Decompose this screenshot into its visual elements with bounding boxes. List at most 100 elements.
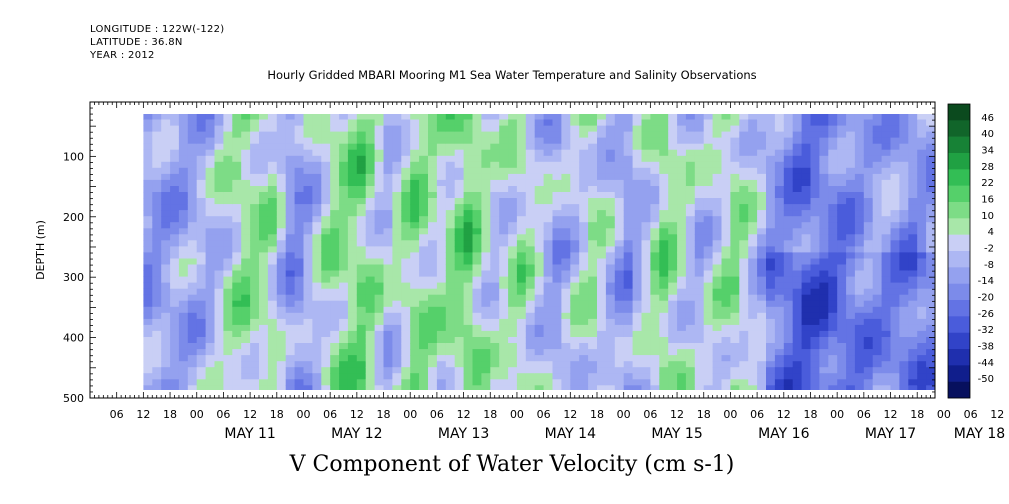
heatmap-cell (881, 119, 891, 126)
heatmap-cell (445, 282, 456, 290)
heatmap-cell (543, 234, 553, 241)
heatmap-cell (223, 330, 233, 338)
heatmap-cell (152, 131, 162, 139)
heatmap-cell (481, 155, 491, 163)
heatmap-cell (383, 312, 393, 320)
heatmap-cell (623, 240, 634, 247)
heatmap-cell (872, 276, 883, 284)
heatmap-cell (508, 228, 518, 235)
heatmap-cell (303, 379, 313, 386)
heatmap-cell (792, 240, 803, 247)
heatmap-cell (454, 318, 465, 326)
heatmap-cell (436, 125, 447, 133)
x-hour-label: 18 (483, 408, 497, 421)
heatmap-cell (543, 318, 553, 326)
heatmap-cell (579, 379, 589, 386)
heatmap-cell (143, 318, 153, 326)
heatmap-cell (463, 114, 473, 120)
heatmap-cell (774, 137, 785, 145)
heatmap-cell (250, 343, 260, 350)
heatmap-cell (828, 300, 838, 308)
heatmap-cell (757, 210, 767, 217)
heatmap-cell (899, 107, 908, 114)
heatmap-cell (267, 312, 278, 320)
heatmap-cell (810, 270, 820, 277)
heatmap-cell (641, 373, 651, 380)
heatmap-cell (205, 186, 215, 193)
heatmap-cell (339, 131, 349, 139)
heatmap-cell (552, 246, 562, 253)
heatmap-cell (481, 306, 491, 314)
heatmap-cell (819, 282, 829, 290)
heatmap-cell (392, 179, 402, 187)
heatmap-cell (178, 222, 189, 229)
heatmap-cell (170, 349, 180, 356)
heatmap-cell (330, 125, 340, 133)
heatmap-cell (846, 276, 856, 284)
heatmap-cell (748, 367, 758, 374)
heatmap-cell (143, 143, 153, 151)
heatmap-cell (152, 107, 161, 114)
heatmap-cell (854, 312, 865, 320)
heatmap-cell (792, 264, 803, 271)
colorbar-swatch (948, 251, 970, 268)
heatmap-cell (241, 282, 251, 290)
heatmap-cell (463, 355, 473, 362)
heatmap-cell (872, 204, 883, 211)
heatmap-cell (392, 288, 402, 296)
heatmap-cell (223, 276, 233, 284)
heatmap-cell (339, 234, 349, 241)
heatmap-cell (516, 228, 527, 235)
heatmap-cell (739, 294, 749, 302)
heatmap-cell (410, 330, 420, 338)
heatmap-cell (375, 107, 384, 114)
heatmap-cell (463, 161, 473, 169)
heatmap-cell (766, 198, 776, 205)
heatmap-cell (579, 337, 589, 344)
heatmap-cell (152, 288, 162, 296)
heatmap-cell (730, 167, 740, 175)
heatmap-cell (792, 204, 803, 211)
heatmap-cell (303, 228, 313, 235)
heatmap-cell (863, 198, 874, 205)
heatmap-cell (899, 367, 909, 374)
heatmap-cell (614, 119, 625, 126)
heatmap-cell (436, 258, 447, 265)
heatmap-cell (677, 204, 687, 211)
heatmap-cell (623, 306, 634, 314)
heatmap-cell (374, 161, 384, 169)
heatmap-cell (837, 167, 847, 175)
heatmap-cell (463, 361, 473, 368)
heatmap-cell (623, 222, 634, 229)
heatmap-cell (259, 186, 269, 193)
heatmap-cell (410, 167, 420, 175)
heatmap-cell (303, 367, 313, 374)
heatmap-cell (926, 222, 935, 229)
heatmap-cell (356, 282, 367, 290)
heatmap-cell (472, 318, 482, 326)
heatmap-cell (285, 114, 296, 120)
heatmap-cell (499, 179, 509, 187)
heatmap-cell (178, 143, 189, 151)
heatmap-cell (685, 192, 696, 199)
heatmap-cell (241, 186, 251, 193)
heatmap-cell (472, 312, 482, 320)
heatmap-cell (863, 173, 874, 181)
heatmap-cell (445, 373, 456, 380)
heatmap-cell (330, 367, 340, 374)
heatmap-cell (152, 114, 162, 120)
heatmap-cell (881, 282, 891, 290)
heatmap-cell (650, 107, 659, 114)
heatmap-cell (312, 222, 322, 229)
heatmap-cell (321, 385, 331, 390)
heatmap-cell (783, 318, 794, 326)
heatmap-cell (152, 143, 162, 151)
heatmap-cell (161, 179, 171, 187)
heatmap-cell (445, 198, 456, 205)
heatmap-cell (303, 270, 313, 277)
heatmap-cell (365, 318, 376, 326)
heatmap-cell (757, 258, 767, 265)
heatmap-cell (241, 125, 251, 133)
heatmap-cell (632, 385, 642, 390)
heatmap-cell (552, 198, 562, 205)
